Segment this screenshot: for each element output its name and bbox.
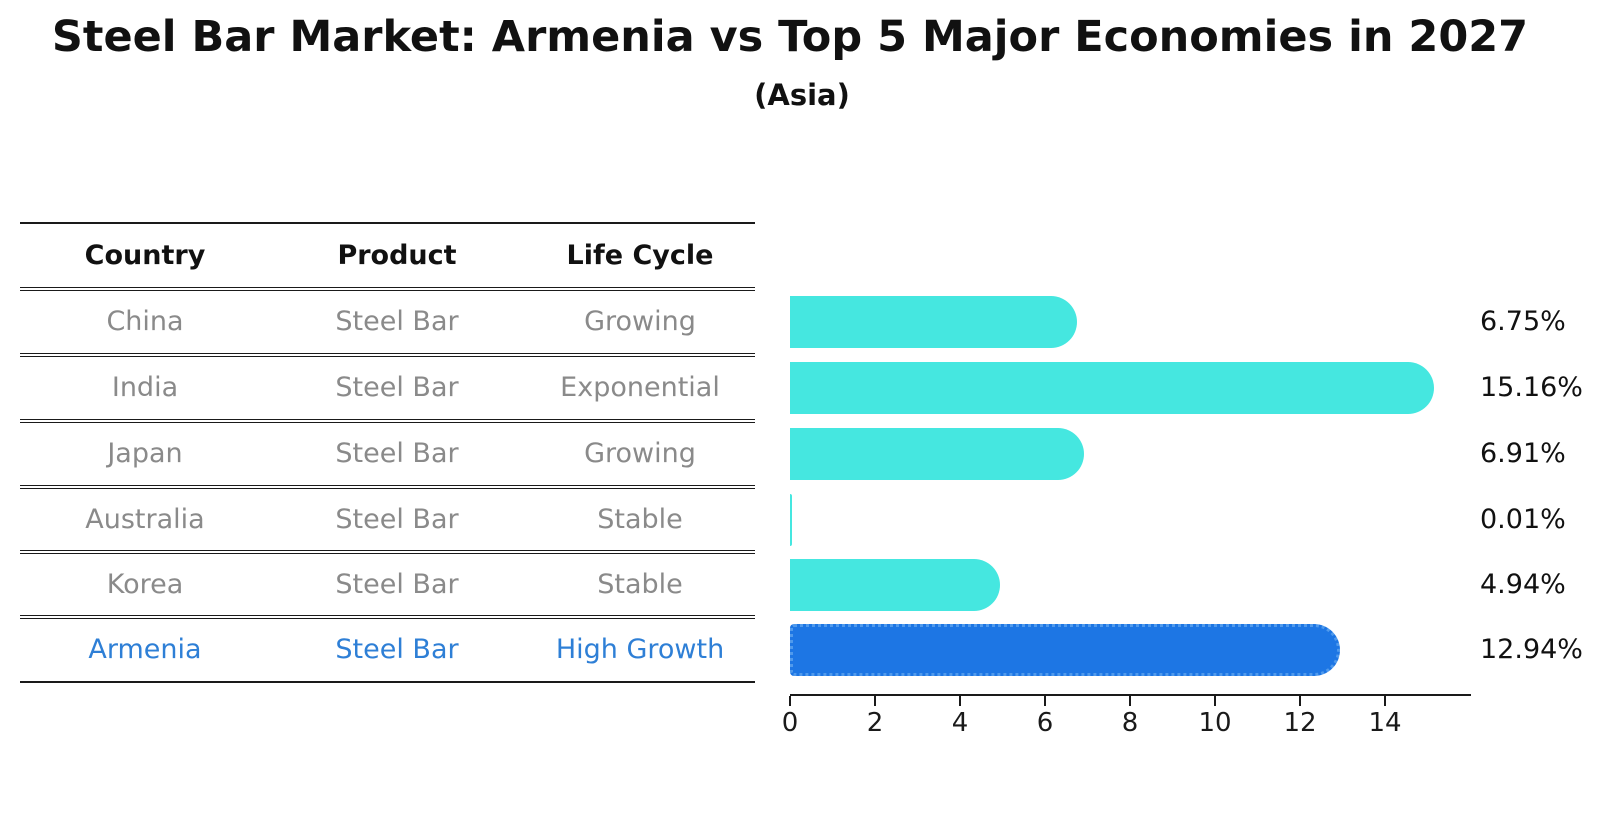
cell-product: Steel Bar <box>335 372 459 403</box>
x-axis-tick-label: 0 <box>781 708 799 738</box>
value-label-japan: 6.91% <box>1480 438 1566 469</box>
bar-china <box>790 296 1077 348</box>
table-row-korea: Korea Steel Bar Stable <box>20 568 755 602</box>
cell-product: Steel Bar <box>335 306 459 337</box>
x-axis-tick <box>1214 696 1216 706</box>
value-label-india: 15.16% <box>1480 372 1583 403</box>
table-rule <box>20 287 755 291</box>
column-header-product: Product <box>337 240 457 271</box>
table-header-row: Country Product Life Cycle <box>20 239 755 273</box>
cell-life-cycle: Growing <box>584 306 696 337</box>
cell-product: Steel Bar <box>335 634 459 665</box>
bar-india <box>790 362 1435 414</box>
x-axis-tick <box>1044 696 1046 706</box>
cell-country: India <box>111 372 179 403</box>
x-axis-tick-label: 8 <box>1121 708 1139 738</box>
table-top-rule <box>20 222 755 224</box>
bar-japan <box>790 428 1084 480</box>
cell-country: Armenia <box>88 634 202 665</box>
chart-title: Steel Bar Market: Armenia vs Top 5 Major… <box>51 12 1529 62</box>
x-axis-line <box>790 694 1471 696</box>
table-rule <box>20 419 755 423</box>
cell-life-cycle: Stable <box>597 504 683 535</box>
bar-armenia <box>790 624 1340 676</box>
x-axis-tick-label: 2 <box>866 708 884 738</box>
column-header-life-cycle: Life Cycle <box>566 240 714 271</box>
x-axis-tick <box>789 696 791 706</box>
cell-life-cycle: Growing <box>584 438 696 469</box>
cell-country: Australia <box>85 504 205 535</box>
cell-country: Japan <box>107 438 183 469</box>
table-row-australia: Australia Steel Bar Stable <box>20 503 755 537</box>
x-axis-tick-label: 12 <box>1283 708 1317 738</box>
cell-product: Steel Bar <box>335 438 459 469</box>
table-rule <box>20 550 755 554</box>
table-bottom-rule <box>20 681 755 683</box>
value-label-china: 6.75% <box>1480 306 1566 337</box>
x-axis-tick <box>1384 696 1386 706</box>
x-axis-tick-label: 4 <box>951 708 969 738</box>
x-axis-tick-label: 10 <box>1198 708 1232 738</box>
value-label-australia: 0.01% <box>1480 504 1566 535</box>
cell-life-cycle: High Growth <box>555 634 725 665</box>
bar-australia <box>790 494 792 546</box>
cell-country: China <box>106 306 184 337</box>
cell-life-cycle: Exponential <box>560 372 720 403</box>
x-axis-tick-label: 6 <box>1036 708 1054 738</box>
cell-product: Steel Bar <box>335 504 459 535</box>
table-rule <box>20 353 755 357</box>
bar-korea <box>790 559 1000 611</box>
table-row-china: China Steel Bar Growing <box>20 305 755 339</box>
table-row-armenia: Armenia Steel Bar High Growth <box>20 633 755 667</box>
x-axis-tick <box>874 696 876 706</box>
cell-life-cycle: Stable <box>597 569 683 600</box>
x-axis-tick <box>1299 696 1301 706</box>
x-axis-tick-label: 14 <box>1368 708 1402 738</box>
table-row-india: India Steel Bar Exponential <box>20 371 755 405</box>
x-axis-tick <box>959 696 961 706</box>
table-rule <box>20 485 755 489</box>
x-axis-tick <box>1129 696 1131 706</box>
cell-country: Korea <box>106 569 184 600</box>
table-row-japan: Japan Steel Bar Growing <box>20 437 755 471</box>
cell-product: Steel Bar <box>335 569 459 600</box>
column-header-country: Country <box>84 240 206 271</box>
chart-subtitle: (Asia) <box>754 78 850 112</box>
table-rule <box>20 615 755 619</box>
value-label-korea: 4.94% <box>1480 569 1566 600</box>
value-label-armenia: 12.94% <box>1480 634 1583 665</box>
